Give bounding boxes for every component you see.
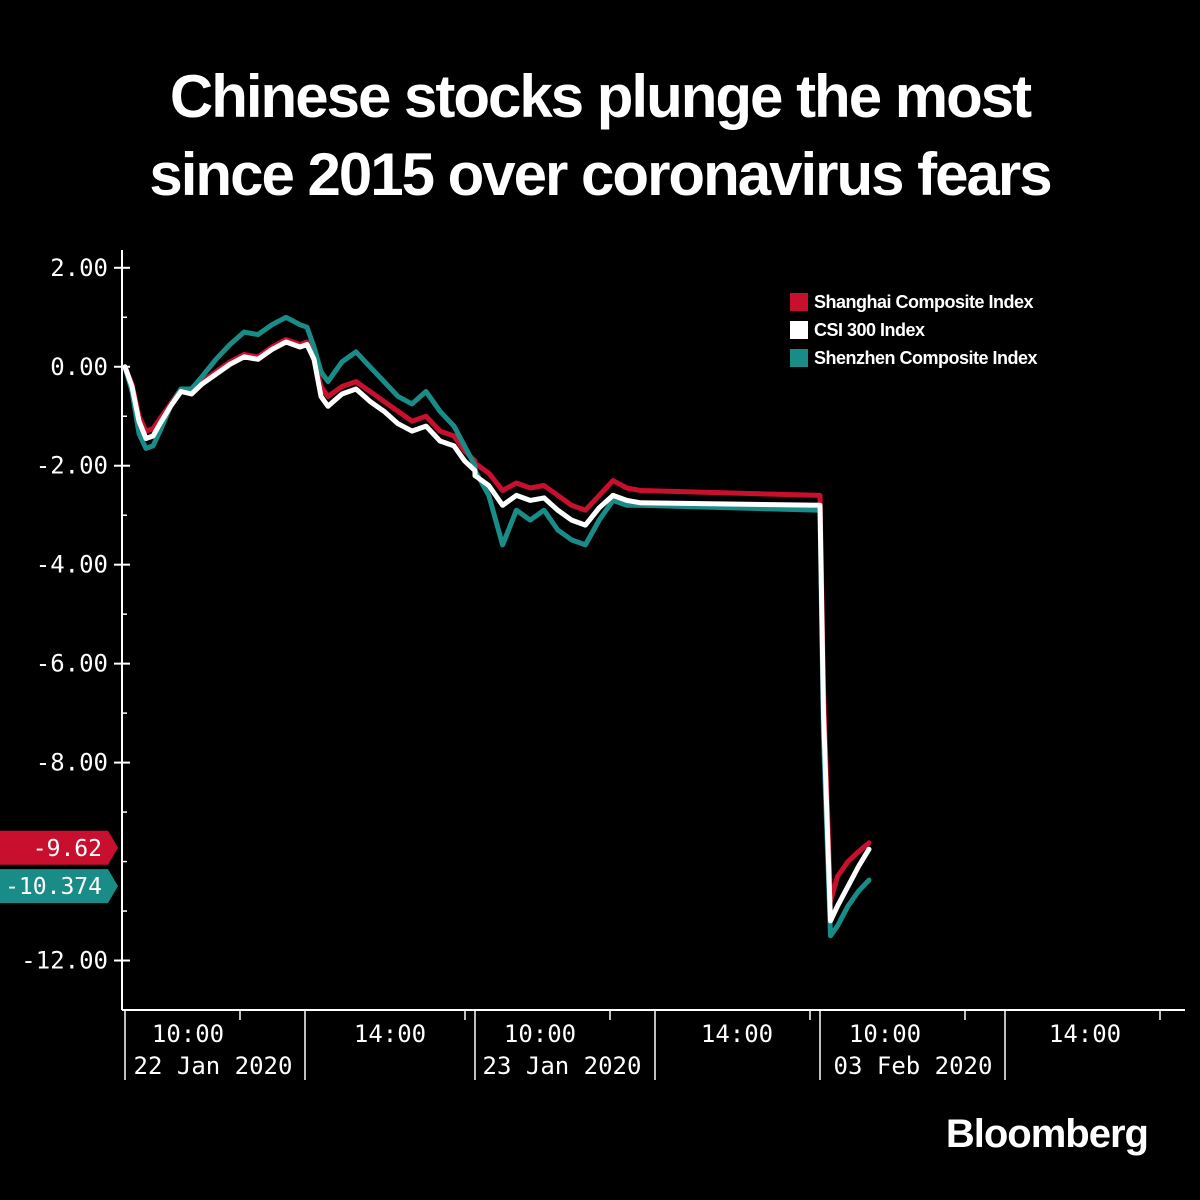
series-line — [122, 339, 872, 924]
legend-item-csi300: CSI 300 Index — [790, 316, 1037, 344]
last-value-label: -9.62 — [33, 836, 102, 862]
series-line — [122, 337, 872, 904]
legend-label-csi300: CSI 300 Index — [814, 319, 925, 340]
y-tick-label: -8.00 — [36, 749, 108, 777]
y-tick-label: -4.00 — [36, 551, 108, 579]
last-value-tag — [0, 869, 118, 904]
y-tick-label: -2.00 — [36, 452, 108, 480]
chart-title-line1: Chinese stocks plunge the most — [169, 63, 1032, 130]
series-line — [122, 314, 872, 939]
x-tick-label: 10:00 — [152, 1020, 224, 1048]
x-tick-label: 14:00 — [701, 1020, 773, 1048]
x-tick-label: 14:00 — [1049, 1020, 1121, 1048]
x-date-label: 03 Feb 2020 — [834, 1052, 993, 1080]
y-tick-label: 0.00 — [50, 353, 108, 381]
legend-swatch-csi300 — [790, 321, 808, 339]
x-date-label: 23 Jan 2020 — [483, 1052, 642, 1080]
legend-label-shanghai: Shanghai Composite Index — [814, 291, 1034, 312]
legend-swatch-shenzhen — [790, 349, 808, 367]
x-tick-label: 10:00 — [849, 1020, 921, 1048]
legend-item-shanghai: Shanghai Composite Index — [790, 288, 1037, 316]
last-value-label: -10.374 — [5, 874, 102, 900]
x-date-label: 22 Jan 2020 — [134, 1052, 293, 1080]
y-tick-label: -6.00 — [36, 650, 108, 678]
legend: Shanghai Composite Index CSI 300 Index S… — [790, 288, 1038, 372]
x-tick-label: 14:00 — [354, 1020, 426, 1048]
bloomberg-logo: Bloomberg — [945, 1112, 1149, 1156]
y-tick-label: 2.00 — [50, 254, 108, 282]
legend-item-shenzhen: Shenzhen Composite Index — [790, 344, 1038, 372]
legend-swatch-shanghai — [790, 293, 808, 311]
legend-label-shenzhen: Shenzhen Composite Index — [814, 347, 1038, 368]
x-tick-label: 10:00 — [504, 1020, 576, 1048]
chart-title-line2: since 2015 over coronavirus fears — [149, 141, 1052, 208]
chart-title: Chinese stocks plunge the most since 201… — [0, 58, 1200, 214]
y-tick-label: -12.00 — [21, 947, 108, 975]
last-value-tag — [0, 830, 118, 865]
